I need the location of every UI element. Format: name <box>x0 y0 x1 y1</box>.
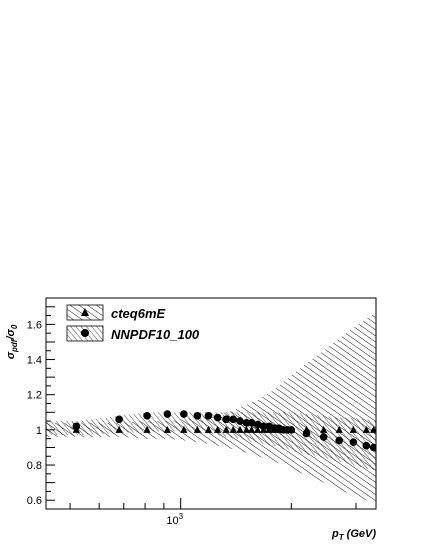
x-axis-title: pT (GeV) <box>331 528 376 542</box>
point-NNPDF10_100 <box>222 415 231 424</box>
data-markers <box>72 410 376 452</box>
point-NNPDF10_100 <box>349 438 358 446</box>
y-tick-label: 1.4 <box>27 355 42 367</box>
point-NNPDF10_100 <box>213 413 222 422</box>
point-cteq6mE <box>320 425 328 433</box>
legend-label-cteq6mE: cteq6mE <box>111 306 166 321</box>
legend-label-nnpdf: NNPDF10_100 <box>111 327 200 342</box>
point-cteq6mE <box>193 425 201 433</box>
legend: cteq6mE NNPDF10_100 <box>66 304 200 342</box>
point-cteq6mE <box>248 425 256 433</box>
y-tick-label: 1.6 <box>27 319 42 331</box>
point-cteq6mE <box>222 425 230 433</box>
y-axis-title: σpdf/σ0 <box>5 324 19 359</box>
point-NNPDF10_100 <box>242 419 251 427</box>
point-cteq6mE <box>242 425 251 433</box>
legend-marker-triangle <box>81 308 89 316</box>
y-tick-label: 0.8 <box>27 460 42 472</box>
point-cteq6mE <box>335 425 343 433</box>
point-NNPDF10_100 <box>369 443 376 452</box>
point-NNPDF10_100 <box>287 426 296 434</box>
y-axis: 0.6 0.8 1 1.2 1.4 1.6 <box>27 306 55 507</box>
point-NNPDF10_100 <box>253 420 262 429</box>
point-cteq6mE <box>370 425 376 433</box>
point-cteq6mE <box>236 425 244 433</box>
legend-entry-nnpdf: NNPDF10_100 <box>66 325 200 342</box>
band-cteq6mE <box>46 313 376 504</box>
y-tick-label: 0.6 <box>27 495 42 507</box>
point-cteq6mE <box>163 425 171 433</box>
point-NNPDF10_100 <box>302 429 311 438</box>
point-NNPDF10_100 <box>259 422 268 431</box>
point-cteq6mE <box>362 425 370 433</box>
point-NNPDF10_100 <box>180 410 188 418</box>
uncertainty-bands <box>46 313 376 504</box>
legend-marker-circle <box>81 329 89 337</box>
point-NNPDF10_100 <box>319 433 328 441</box>
point-NNPDF10_100 <box>115 415 123 424</box>
legend-entry-cteq6mE: cteq6mE <box>66 304 166 321</box>
point-cteq6mE <box>213 425 222 433</box>
point-NNPDF10_100 <box>247 419 256 427</box>
point-NNPDF10_100 <box>193 412 202 420</box>
point-cteq6mE <box>254 425 262 433</box>
point-NNPDF10_100 <box>335 436 344 445</box>
point-NNPDF10_100 <box>204 412 213 420</box>
point-NNPDF10_100 <box>236 417 244 425</box>
point-cteq6mE <box>229 425 237 433</box>
point-NNPDF10_100 <box>362 441 371 450</box>
point-cteq6mE <box>143 425 151 433</box>
point-cteq6mE <box>349 425 357 433</box>
point-cteq6mE <box>115 425 123 433</box>
point-NNPDF10_100 <box>229 415 238 424</box>
x-axis: 103 <box>69 498 357 527</box>
point-NNPDF10_100 <box>72 422 81 431</box>
y-tick-label: 1.2 <box>27 390 42 402</box>
point-NNPDF10_100 <box>163 410 172 418</box>
point-cteq6mE <box>180 425 188 433</box>
point-NNPDF10_100 <box>143 412 151 420</box>
x-tick-label: 103 <box>166 512 183 527</box>
y-tick-label: 1 <box>36 425 42 437</box>
point-cteq6mE <box>204 425 213 433</box>
